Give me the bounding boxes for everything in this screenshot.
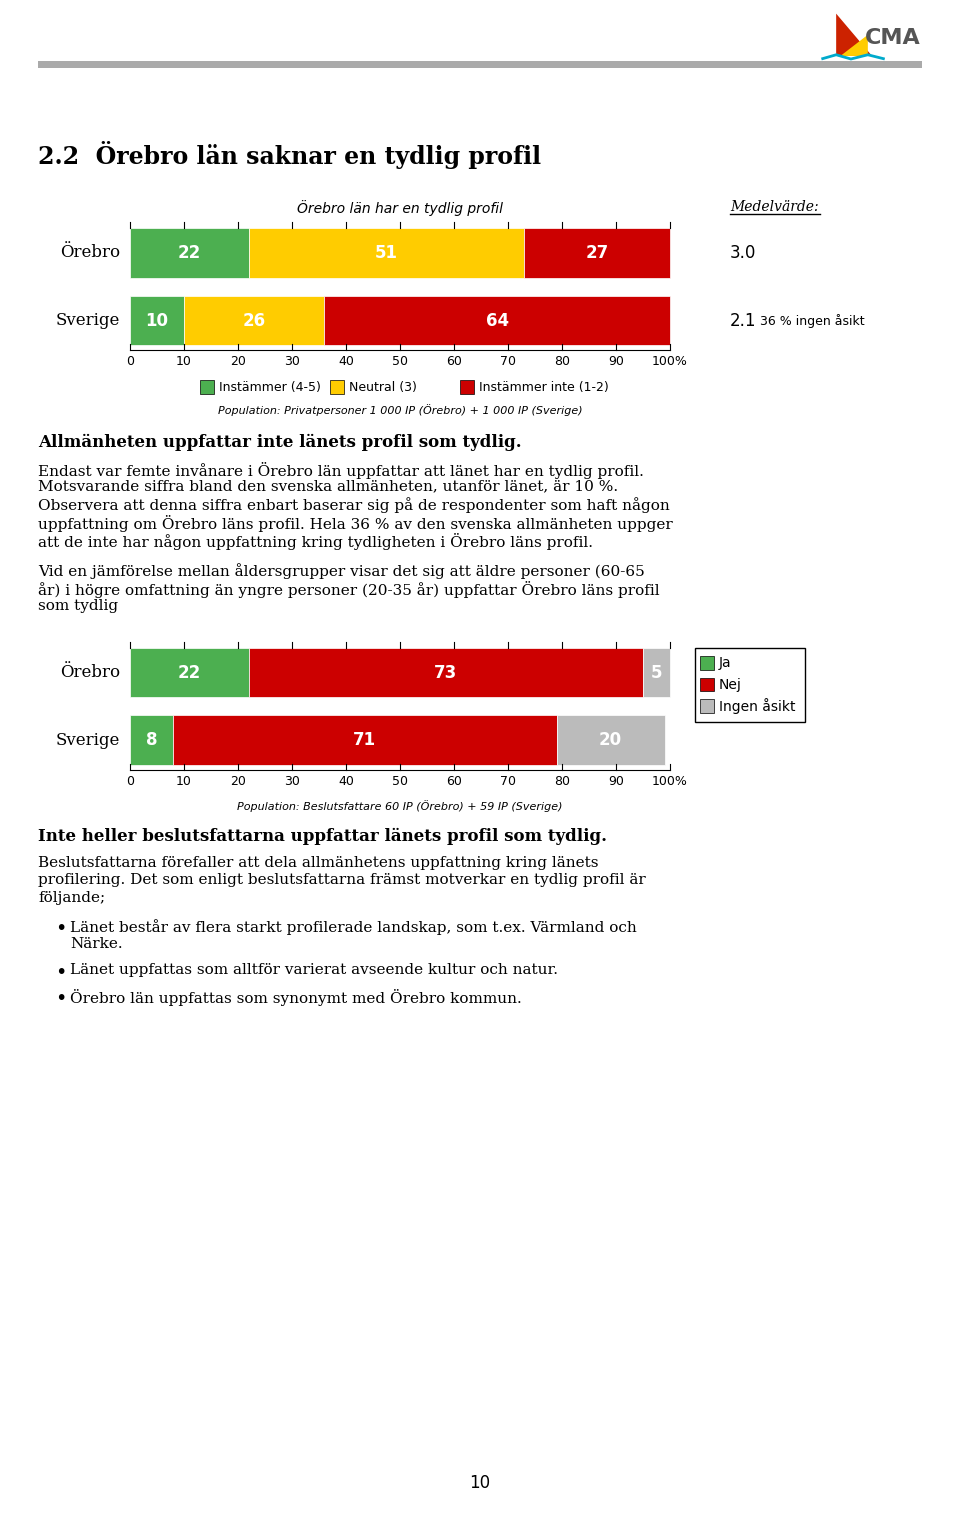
Text: 26: 26 xyxy=(243,312,266,330)
Bar xyxy=(249,228,524,278)
Bar xyxy=(130,716,173,766)
Text: Endast var femte invånare i Örebro län uppfattar att länet har en tydlig profil.: Endast var femte invånare i Örebro län u… xyxy=(38,461,644,478)
Text: Vid en jämförelse mellan åldersgrupper visar det sig att äldre personer (60-65: Vid en jämförelse mellan åldersgrupper v… xyxy=(38,563,645,579)
Bar xyxy=(184,295,324,345)
Text: Ja: Ja xyxy=(719,655,732,670)
Text: 36 % ingen åsikt: 36 % ingen åsikt xyxy=(760,313,865,327)
Bar xyxy=(700,678,714,691)
Text: 51: 51 xyxy=(375,244,398,262)
Text: Örebro: Örebro xyxy=(60,245,120,262)
Text: profilering. Det som enligt beslutsfattarna främst motverkar en tydlig profil är: profilering. Det som enligt beslutsfatta… xyxy=(38,873,646,888)
Bar xyxy=(700,699,714,713)
Text: 60: 60 xyxy=(446,356,462,368)
Text: Instämmer inte (1-2): Instämmer inte (1-2) xyxy=(479,381,609,393)
Text: 70: 70 xyxy=(500,356,516,368)
Text: Medelvärde:: Medelvärde: xyxy=(730,200,819,215)
Bar xyxy=(643,648,670,697)
Text: Länet uppfattas som alltför varierat avseende kultur och natur.: Länet uppfattas som alltför varierat avs… xyxy=(70,962,558,977)
Text: Motsvarande siffra bland den svenska allmänheten, utanför länet, är 10 %.: Motsvarande siffra bland den svenska all… xyxy=(38,480,618,493)
Text: 30: 30 xyxy=(284,775,300,788)
Text: Population: Beslutsfattare 60 IP (Örebro) + 59 IP (Sverige): Population: Beslutsfattare 60 IP (Örebro… xyxy=(237,800,563,812)
Text: 5: 5 xyxy=(651,664,662,681)
Text: uppfattning om Örebro läns profil. Hela 36 % av den svenska allmänheten uppger: uppfattning om Örebro läns profil. Hela … xyxy=(38,516,673,533)
Text: 2.2  Örebro län saknar en tydlig profil: 2.2 Örebro län saknar en tydlig profil xyxy=(38,141,541,168)
Text: •: • xyxy=(55,920,66,938)
Bar xyxy=(130,648,249,697)
Text: 64: 64 xyxy=(486,312,509,330)
Text: 80: 80 xyxy=(554,775,570,788)
Text: 0: 0 xyxy=(126,356,134,368)
Text: 10: 10 xyxy=(176,356,192,368)
Text: Beslutsfattarna förefaller att dela allmänhetens uppfattning kring länets: Beslutsfattarna förefaller att dela allm… xyxy=(38,855,598,870)
Text: Nej: Nej xyxy=(719,678,742,691)
Text: 10: 10 xyxy=(176,775,192,788)
Bar xyxy=(700,655,714,670)
Text: Närke.: Närke. xyxy=(70,937,123,952)
Text: Population: Privatpersoner 1 000 IP (Örebro) + 1 000 IP (Sverige): Population: Privatpersoner 1 000 IP (Öre… xyxy=(218,404,583,416)
Text: Örebro län har en tydlig profil: Örebro län har en tydlig profil xyxy=(297,200,503,216)
Text: Ingen åsikt: Ingen åsikt xyxy=(719,699,796,714)
Bar xyxy=(130,295,184,345)
Text: Örebro: Örebro xyxy=(60,664,120,681)
Text: 27: 27 xyxy=(586,244,609,262)
Text: 30: 30 xyxy=(284,356,300,368)
Text: 8: 8 xyxy=(146,731,157,749)
Text: följande;: följande; xyxy=(38,891,106,905)
Text: år) i högre omfattning än yngre personer (20-35 år) uppfattar Örebro läns profil: år) i högre omfattning än yngre personer… xyxy=(38,581,660,598)
Bar xyxy=(695,648,805,722)
Text: Allmänheten uppfattar inte länets profil som tydlig.: Allmänheten uppfattar inte länets profil… xyxy=(38,434,521,451)
Text: 50: 50 xyxy=(392,775,408,788)
Text: 50: 50 xyxy=(392,356,408,368)
Text: Neutral (3): Neutral (3) xyxy=(349,381,417,393)
Bar xyxy=(324,295,670,345)
Bar xyxy=(460,380,474,393)
Text: 10: 10 xyxy=(146,312,169,330)
Bar xyxy=(173,716,557,766)
Text: att de inte har någon uppfattning kring tydligheten i Örebro läns profil.: att de inte har någon uppfattning kring … xyxy=(38,534,593,551)
Text: CMA: CMA xyxy=(865,27,921,48)
Text: Instämmer (4-5): Instämmer (4-5) xyxy=(219,381,321,393)
Text: 0: 0 xyxy=(126,775,134,788)
Text: Länet består av flera starkt profilerade landskap, som t.ex. Värmland och: Länet består av flera starkt profilerade… xyxy=(70,920,636,935)
Text: 22: 22 xyxy=(178,244,201,262)
Text: Inte heller beslutsfattarna uppfattar länets profil som tydlig.: Inte heller beslutsfattarna uppfattar lä… xyxy=(38,828,607,844)
Text: 100%: 100% xyxy=(652,356,688,368)
Bar xyxy=(200,380,214,393)
Text: som tydlig: som tydlig xyxy=(38,599,118,613)
Text: 73: 73 xyxy=(434,664,458,681)
Text: 90: 90 xyxy=(608,775,624,788)
Text: Sverige: Sverige xyxy=(56,732,120,749)
Text: 40: 40 xyxy=(338,775,354,788)
Polygon shape xyxy=(836,14,872,56)
Text: 2.1: 2.1 xyxy=(730,312,756,330)
Polygon shape xyxy=(840,35,868,56)
Bar xyxy=(557,716,664,766)
Bar xyxy=(330,380,344,393)
Text: 40: 40 xyxy=(338,356,354,368)
Text: Observera att denna siffra enbart baserar sig på de respondenter som haft någon: Observera att denna siffra enbart basera… xyxy=(38,498,670,513)
Text: 60: 60 xyxy=(446,775,462,788)
Text: 20: 20 xyxy=(230,356,246,368)
Text: 10: 10 xyxy=(469,1474,491,1492)
Text: 80: 80 xyxy=(554,356,570,368)
Bar xyxy=(249,648,643,697)
Text: 100%: 100% xyxy=(652,775,688,788)
Text: 20: 20 xyxy=(599,731,622,749)
Bar xyxy=(130,228,249,278)
Text: 90: 90 xyxy=(608,356,624,368)
Text: 3.0: 3.0 xyxy=(730,244,756,262)
Text: Örebro län uppfattas som synonymt med Örebro kommun.: Örebro län uppfattas som synonymt med Ör… xyxy=(70,990,521,1006)
Text: •: • xyxy=(55,990,66,1008)
Text: 20: 20 xyxy=(230,775,246,788)
Text: 22: 22 xyxy=(178,664,201,681)
Text: 71: 71 xyxy=(353,731,376,749)
Bar xyxy=(524,228,670,278)
Text: Sverige: Sverige xyxy=(56,312,120,328)
Text: •: • xyxy=(55,962,66,982)
Text: 70: 70 xyxy=(500,775,516,788)
